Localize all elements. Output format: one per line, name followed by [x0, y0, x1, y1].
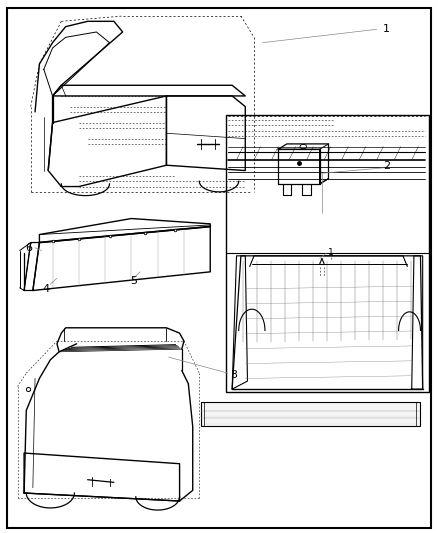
Text: 3: 3 — [230, 370, 237, 379]
Text: 1: 1 — [383, 25, 390, 34]
Bar — [226, 115, 429, 392]
Text: 1: 1 — [328, 248, 333, 256]
Bar — [201, 402, 420, 426]
Text: 4: 4 — [42, 284, 49, 294]
Text: 2: 2 — [383, 161, 390, 171]
Text: 5: 5 — [130, 277, 137, 286]
Text: 6: 6 — [25, 243, 32, 253]
